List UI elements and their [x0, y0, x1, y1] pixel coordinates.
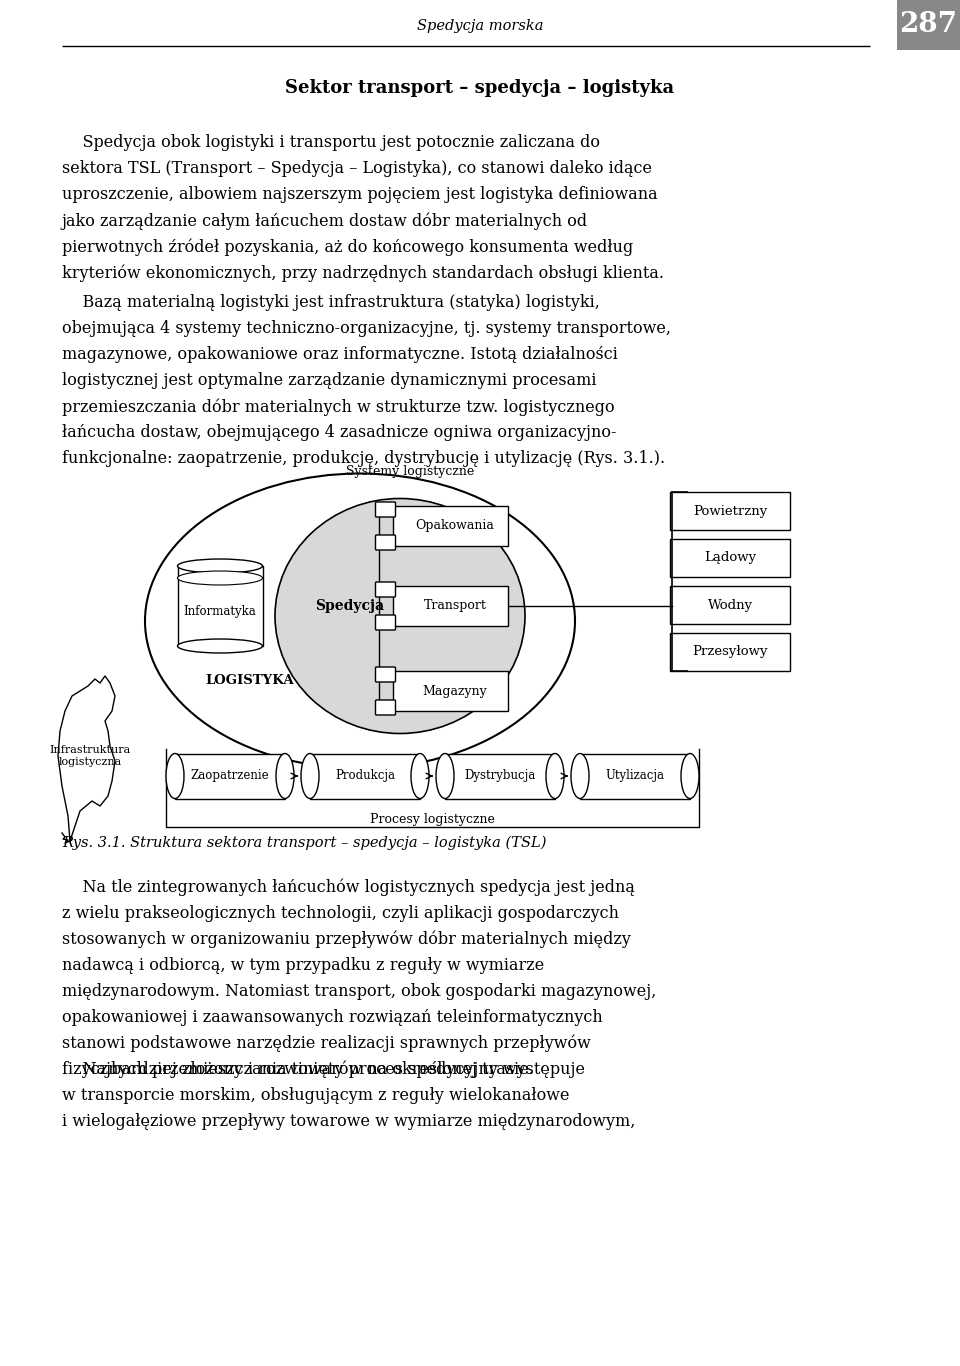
FancyBboxPatch shape: [897, 0, 960, 51]
Text: stosowanych w organizowaniu przepływów dóbr materialnych między: stosowanych w organizowaniu przepływów d…: [62, 932, 631, 948]
Text: Procesy logistyczne: Procesy logistyczne: [370, 813, 495, 825]
Text: łańcucha dostaw, obejmującego 4 zasadnicze ogniwa organizacyjno-: łańcucha dostaw, obejmującego 4 zasadnic…: [62, 423, 616, 441]
FancyBboxPatch shape: [375, 615, 396, 630]
Text: sektora TSL (Transport – Spedycja – Logistyka), co stanowi daleko idące: sektora TSL (Transport – Spedycja – Logi…: [62, 160, 652, 178]
FancyBboxPatch shape: [175, 754, 285, 799]
FancyBboxPatch shape: [580, 754, 690, 799]
Ellipse shape: [276, 754, 294, 799]
Text: międzynarodowym. Natomiast transport, obok gospodarki magazynowej,: międzynarodowym. Natomiast transport, ob…: [62, 984, 657, 1000]
Text: Systemy logistyczne: Systemy logistyczne: [346, 466, 474, 478]
Ellipse shape: [546, 754, 564, 799]
Text: przemieszczania dóbr materialnych w strukturze tzw. logistycznego: przemieszczania dóbr materialnych w stru…: [62, 398, 614, 415]
Ellipse shape: [166, 754, 184, 799]
FancyBboxPatch shape: [393, 586, 508, 626]
Text: Lądowy: Lądowy: [704, 552, 756, 564]
Text: Przesyłowy: Przesyłowy: [692, 646, 768, 658]
Text: LOGISTYKA: LOGISTYKA: [205, 675, 294, 687]
Text: Bazą materialną logistyki jest infrastruktura (statyka) logistyki,: Bazą materialną logistyki jest infrastru…: [62, 294, 600, 311]
FancyBboxPatch shape: [670, 492, 790, 530]
FancyBboxPatch shape: [393, 671, 508, 710]
Text: magazynowe, opakowaniowe oraz informatyczne. Istotą działalności: magazynowe, opakowaniowe oraz informatyc…: [62, 346, 618, 363]
Text: Opakowania: Opakowania: [416, 519, 494, 533]
Text: stanowi podstawowe narzędzie realizacji sprawnych przepływów: stanowi podstawowe narzędzie realizacji …: [62, 1035, 590, 1052]
Text: z wielu prakseologicznych technologii, czyli aplikacji gospodarczych: z wielu prakseologicznych technologii, c…: [62, 906, 619, 922]
Text: Magazyny: Magazyny: [422, 684, 488, 698]
FancyBboxPatch shape: [375, 501, 396, 516]
Ellipse shape: [411, 754, 429, 799]
FancyBboxPatch shape: [310, 754, 420, 799]
FancyBboxPatch shape: [670, 540, 790, 576]
Text: kryteriów ekonomicznych, przy nadrzędnych standardach obsługi klienta.: kryteriów ekonomicznych, przy nadrzędnyc…: [62, 264, 664, 281]
FancyBboxPatch shape: [375, 535, 396, 550]
FancyBboxPatch shape: [393, 505, 508, 546]
Ellipse shape: [571, 754, 589, 799]
Text: Spedycja morska: Spedycja morska: [417, 19, 543, 33]
Ellipse shape: [301, 754, 319, 799]
Ellipse shape: [178, 559, 262, 572]
Text: logistycznej jest optymalne zarządzanie dynamicznymi procesami: logistycznej jest optymalne zarządzanie …: [62, 372, 596, 389]
Text: pierwotnych źródeł pozyskania, aż do końcowego konsumenta według: pierwotnych źródeł pozyskania, aż do koń…: [62, 238, 634, 255]
FancyBboxPatch shape: [375, 699, 396, 714]
Text: jako zarządzanie całym łańcuchem dostaw dóbr materialnych od: jako zarządzanie całym łańcuchem dostaw …: [62, 212, 588, 229]
FancyBboxPatch shape: [445, 754, 555, 799]
FancyBboxPatch shape: [670, 586, 790, 624]
Text: fizycznych przemieszczania towarów na określonej trasie.: fizycznych przemieszczania towarów na ok…: [62, 1061, 534, 1079]
FancyBboxPatch shape: [178, 566, 262, 646]
Text: uproszczenie, albowiem najszerszym pojęciem jest logistyka definiowana: uproszczenie, albowiem najszerszym pojęc…: [62, 186, 658, 204]
Text: Zaopatrzenie: Zaopatrzenie: [191, 769, 270, 783]
FancyBboxPatch shape: [670, 632, 790, 671]
Text: nadawcą i odbiorcą, w tym przypadku z reguły w wymiarze: nadawcą i odbiorcą, w tym przypadku z re…: [62, 958, 544, 974]
Text: Powietrzny: Powietrzny: [693, 504, 767, 518]
Ellipse shape: [178, 639, 262, 653]
Text: opakowaniowej i zaawansowanych rozwiązań teleinformatycznych: opakowaniowej i zaawansowanych rozwiązań…: [62, 1009, 603, 1026]
Ellipse shape: [681, 754, 699, 799]
Text: Rys. 3.1. Struktura sektora transport – spedycja – logistyka (TSL): Rys. 3.1. Struktura sektora transport – …: [62, 836, 546, 851]
Text: Na tle zintegrowanych łańcuchów logistycznych spedycja jest jedną: Na tle zintegrowanych łańcuchów logistyc…: [62, 878, 635, 896]
Text: Spedycja obok logistyki i transportu jest potocznie zaliczana do: Spedycja obok logistyki i transportu jes…: [62, 134, 600, 152]
Text: Informatyka: Informatyka: [183, 605, 256, 617]
FancyBboxPatch shape: [375, 582, 396, 597]
Text: Spedycja: Spedycja: [316, 600, 385, 613]
Text: 287: 287: [900, 11, 957, 38]
Text: w transporcie morskim, obsługującym z reguły wielokanałowe: w transporcie morskim, obsługującym z re…: [62, 1087, 569, 1104]
FancyBboxPatch shape: [375, 667, 396, 682]
Text: obejmująca 4 systemy techniczno-organizacyjne, tj. systemy transportowe,: obejmująca 4 systemy techniczno-organiza…: [62, 320, 671, 337]
Text: Transport: Transport: [423, 600, 487, 612]
Text: funkcjonalne: zaopatrzenie, produkcję, dystrybucję i utylizację (Rys. 3.1.).: funkcjonalne: zaopatrzenie, produkcję, d…: [62, 449, 665, 467]
Text: Utylizacja: Utylizacja: [606, 769, 664, 783]
Text: Infrastruktura
logistyczna: Infrastruktura logistyczna: [49, 746, 131, 766]
Text: Produkcja: Produkcja: [335, 769, 395, 783]
Text: Sektor transport – spedycja – logistyka: Sektor transport – spedycja – logistyka: [285, 79, 675, 97]
Text: i wielogałęziowe przepływy towarowe w wymiarze międzynarodowym,: i wielogałęziowe przepływy towarowe w wy…: [62, 1113, 636, 1130]
Text: Najbardziej złożony i rozwinięty proces spedycyjny występuje: Najbardziej złożony i rozwinięty proces …: [62, 1061, 585, 1078]
Ellipse shape: [178, 571, 262, 585]
Text: Dystrybucja: Dystrybucja: [465, 769, 536, 783]
Ellipse shape: [436, 754, 454, 799]
Text: Wodny: Wodny: [708, 598, 753, 612]
Ellipse shape: [275, 499, 525, 734]
